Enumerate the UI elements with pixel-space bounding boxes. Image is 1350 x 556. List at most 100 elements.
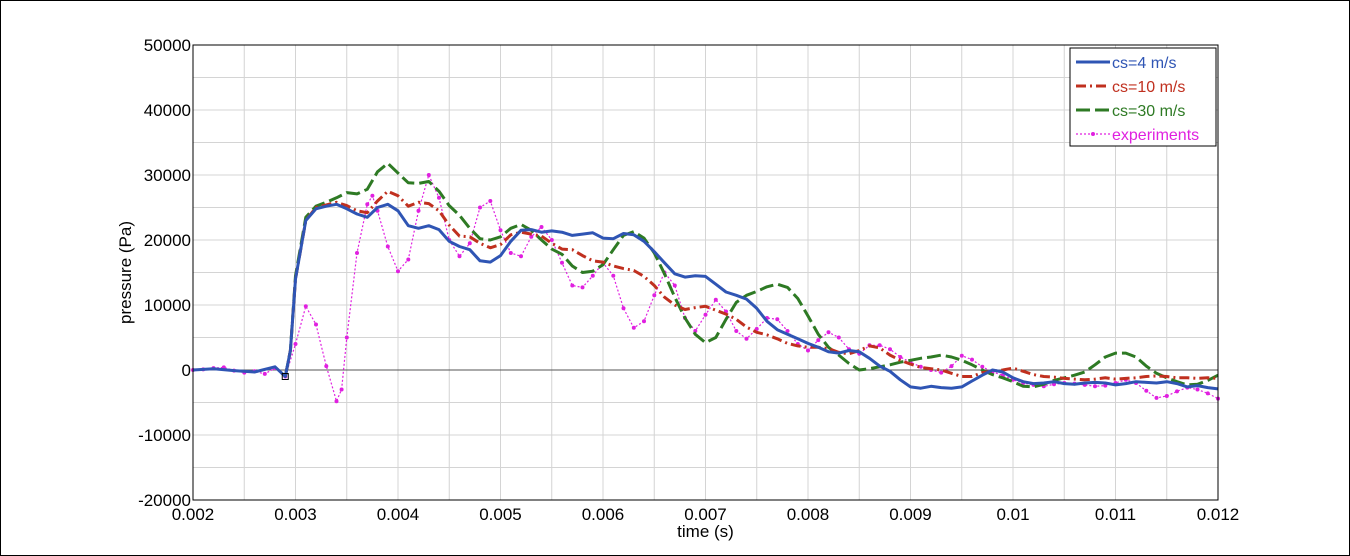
series-line: [283, 161, 1219, 389]
data-point: [370, 193, 375, 198]
data-point: [344, 335, 349, 340]
data-point: [519, 254, 523, 259]
y-tick-label: 30000: [144, 166, 191, 185]
data-point: [1164, 394, 1169, 398]
plot-border: [192, 44, 1219, 501]
data-point: [560, 260, 564, 265]
data-point: [734, 329, 739, 333]
legend-label: experiments: [1112, 127, 1199, 144]
data-point: [529, 234, 534, 239]
data-point: [355, 251, 359, 255]
data-point: [1175, 389, 1179, 394]
data-point: [324, 364, 329, 369]
series-line: [192, 202, 1219, 391]
data-point: [1144, 388, 1149, 393]
data-point: [816, 338, 821, 343]
data-point: [970, 357, 974, 362]
x-tick-label: 0.005: [479, 505, 522, 524]
legend-label: cs=30 m/s: [1112, 103, 1185, 120]
data-point: [949, 364, 954, 369]
x-tick-label: 0.012: [1197, 505, 1240, 524]
x-tick-label: 0.006: [582, 505, 625, 524]
y-tick-label: 50000: [144, 36, 191, 55]
data-point: [1154, 395, 1159, 400]
data-point: [262, 371, 267, 376]
data-point: [1205, 391, 1210, 396]
data-point: [672, 283, 677, 288]
x-tick-label: 0.004: [377, 505, 420, 524]
tick-labels: 0.002 0.003 0.004 0.005 0.006 0.007 0.008 0.009…: [138, 36, 1239, 524]
data-point: [785, 329, 790, 333]
data-point: [549, 238, 554, 242]
data-point: [898, 355, 903, 359]
data-point: [775, 317, 780, 322]
y-tick-label: 10000: [144, 296, 191, 315]
legend-item: cs=10 m/s: [1076, 79, 1185, 96]
data-point: [478, 205, 482, 210]
data-point: [426, 173, 431, 177]
series-line: [283, 189, 1219, 382]
data-point: [1195, 387, 1200, 392]
data-point: [939, 370, 944, 375]
data-point: [1093, 384, 1097, 389]
data-point: [959, 353, 964, 358]
data-point: [467, 241, 472, 246]
data-point: [621, 306, 626, 311]
series-cs-30-m-s: [283, 161, 1219, 389]
legend-label: cs=4 m/s: [1112, 55, 1176, 72]
legend-label: cs=10 m/s: [1112, 79, 1185, 96]
series-group: [191, 161, 1220, 404]
y-tick-label: -20000: [138, 491, 191, 510]
data-point: [334, 399, 339, 404]
x-tick-label: 0.008: [787, 505, 830, 524]
data-point: [580, 285, 585, 290]
data-point: [642, 319, 646, 324]
legend-item: experiments: [1076, 127, 1199, 144]
data-point: [754, 327, 759, 331]
data-point: [437, 195, 441, 200]
data-point: [488, 199, 493, 203]
y-tick-label: 0: [182, 361, 191, 380]
y-tick-label: -10000: [138, 426, 191, 445]
data-point: [339, 387, 344, 392]
x-axis-label: time (s): [677, 522, 734, 541]
x-tick-label: 0.003: [274, 505, 317, 524]
legend-item: cs=30 m/s: [1076, 103, 1185, 120]
x-tick-label: 0.01: [996, 505, 1029, 524]
data-point: [631, 325, 636, 330]
data-point: [498, 228, 503, 233]
legend: cs=4 m/s cs=10 m/s cs=30 m/s experiments: [1069, 47, 1217, 147]
data-point: [293, 342, 298, 346]
y-axis-label: pressure (Pa): [116, 221, 135, 324]
data-point: [836, 335, 841, 340]
data-point: [406, 257, 411, 262]
data-point: [888, 347, 892, 352]
data-point: [508, 251, 513, 255]
data-point: [314, 322, 318, 327]
data-point: [570, 283, 575, 288]
data-point: [539, 225, 544, 229]
y-tick-label: 20000: [144, 231, 191, 250]
data-point: [980, 364, 985, 369]
marker-square: [281, 373, 289, 380]
data-point: [703, 312, 708, 317]
data-point: [826, 330, 831, 335]
series-cs-4-m-s: [192, 202, 1219, 391]
data-point: [918, 364, 923, 369]
data-point: [713, 297, 718, 302]
x-tick-label: 0.011: [1095, 505, 1136, 524]
data-point: [457, 254, 462, 259]
series-cs-10-m-s: [283, 189, 1219, 382]
data-point: [611, 273, 616, 278]
grid: [193, 45, 1218, 500]
legend-box: [1069, 47, 1217, 147]
legend-marker: [1091, 132, 1095, 136]
x-tick-label: 0.007: [684, 505, 727, 524]
data-point: [396, 269, 400, 274]
legend-item: cs=4 m/s: [1076, 55, 1176, 72]
data-point: [303, 304, 308, 309]
data-point: [385, 244, 390, 249]
data-point: [416, 208, 421, 213]
data-point: [744, 336, 749, 341]
